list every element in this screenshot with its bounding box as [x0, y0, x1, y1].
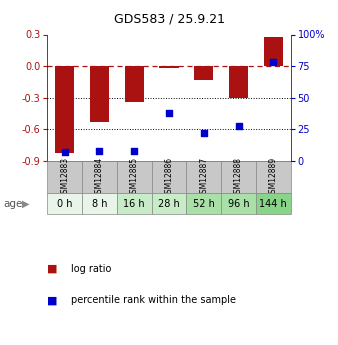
Text: GSM12889: GSM12889 [269, 157, 278, 198]
Bar [82, 161, 117, 193]
Bar [186, 193, 221, 214]
Bar [55, 66, 74, 152]
Text: 52 h: 52 h [193, 199, 215, 208]
Bar [186, 161, 221, 193]
Text: GSM12885: GSM12885 [130, 157, 139, 198]
Bar [160, 66, 178, 68]
Text: 28 h: 28 h [158, 199, 180, 208]
Text: 16 h: 16 h [123, 199, 145, 208]
Point [97, 148, 102, 154]
Point [236, 123, 241, 128]
Bar [82, 193, 117, 214]
Bar [90, 66, 109, 122]
Point [271, 60, 276, 65]
Text: GSM12884: GSM12884 [95, 157, 104, 198]
Bar [152, 193, 186, 214]
Bar [152, 161, 186, 193]
Bar [117, 161, 152, 193]
Text: 0 h: 0 h [57, 199, 72, 208]
Text: 96 h: 96 h [228, 199, 249, 208]
Bar [117, 193, 152, 214]
Text: 8 h: 8 h [92, 199, 107, 208]
Text: log ratio: log ratio [71, 264, 111, 274]
Bar [264, 37, 283, 66]
Bar [194, 66, 213, 80]
Point [131, 148, 137, 154]
Point [62, 149, 67, 155]
Bar [256, 193, 291, 214]
Text: percentile rank within the sample: percentile rank within the sample [71, 295, 236, 305]
Text: GSM12883: GSM12883 [60, 157, 69, 198]
Bar [256, 161, 291, 193]
Text: GSM12888: GSM12888 [234, 157, 243, 198]
Text: ■: ■ [47, 264, 58, 274]
Text: ■: ■ [47, 295, 58, 305]
Bar [47, 193, 82, 214]
Bar [125, 66, 144, 102]
Bar [229, 66, 248, 98]
Text: age: age [3, 199, 23, 208]
Text: GSM12886: GSM12886 [165, 157, 173, 198]
Text: GSM12887: GSM12887 [199, 157, 208, 198]
Point [166, 110, 172, 116]
Text: GDS583 / 25.9.21: GDS583 / 25.9.21 [114, 13, 224, 26]
Text: ▶: ▶ [22, 199, 29, 208]
Point [201, 130, 207, 136]
Bar [221, 161, 256, 193]
Text: 144 h: 144 h [260, 199, 287, 208]
Bar [221, 193, 256, 214]
Bar [47, 161, 82, 193]
